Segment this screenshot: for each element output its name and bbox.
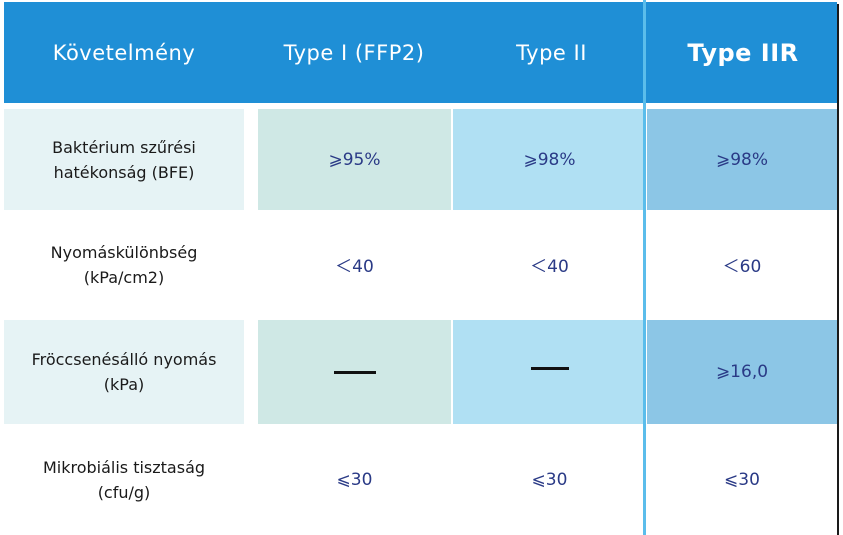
cell-type-ii: ⩽30 (453, 427, 646, 533)
cell-value: ⩽30 (531, 470, 568, 490)
not-applicable-dash (530, 366, 569, 370)
row-label-line: Mikrobiális tisztaság (42, 458, 206, 477)
row-label: Mikrobiális tisztaság (cfu/g) (4, 427, 244, 533)
cell-type-iir: ＜60 (647, 213, 837, 316)
row-label: Fröccsenésálló nyomás (kPa) (4, 320, 244, 424)
cell-value: ＜60 (722, 257, 762, 277)
cell-value: ⩾98% (715, 149, 769, 170)
table-header-row: Követelmény Type I (FFP2) Type II Type I… (4, 2, 837, 103)
cell-value: ⩽30 (336, 470, 373, 490)
row-label-line: Baktérium szűrési (52, 137, 196, 157)
row-label: Baktérium szűrési hatékonság (BFE) (4, 109, 244, 210)
cell-type-ii (453, 320, 646, 424)
row-label-line: Nyomáskülönbség (50, 242, 198, 262)
table-row: Mikrobiális tisztaság (cfu/g) ⩽30 ⩽30 ⩽3… (4, 427, 837, 533)
cell-type-iir: ⩾16,0 (647, 320, 837, 424)
header-type-iir: Type IIR (687, 38, 799, 67)
table-row: Baktérium szűrési hatékonság (BFE) ⩾95% … (4, 109, 837, 210)
cell-type-i: ⩽30 (258, 427, 451, 533)
table-row: Nyomáskülönbség (kPa/cm2) ＜40 ＜40 ＜60 (4, 213, 837, 316)
row-label-line: (kPa) (103, 375, 145, 394)
row-label-line: (kPa/cm2) (83, 267, 165, 287)
cell-value: ⩾16,0 (715, 362, 769, 382)
cell-type-i (258, 320, 451, 424)
cell-type-i: ＜40 (258, 213, 451, 316)
column-highlight-line (643, 0, 646, 535)
cell-type-iir: ⩽30 (647, 427, 837, 533)
table-border (837, 4, 839, 535)
row-label: Nyomáskülönbség (kPa/cm2) (4, 213, 244, 316)
cell-value: ⩽30 (724, 470, 760, 490)
cell-type-i: ⩾95% (258, 109, 451, 210)
row-label-line: Fröccsenésálló nyomás (31, 350, 217, 369)
row-label-line: (cfu/g) (97, 483, 151, 502)
cell-type-ii: ＜40 (453, 213, 646, 316)
not-applicable-dash (333, 370, 376, 374)
cell-type-ii: ⩾98% (453, 109, 646, 210)
cell-value: ⩾95% (328, 149, 381, 170)
row-label-line: hatékonság (BFE) (53, 162, 195, 182)
cell-value: ＜40 (530, 257, 569, 277)
header-type-ii: Type II (516, 40, 587, 65)
table-row: Fröccsenésálló nyomás (kPa) ⩾16,0 (4, 320, 837, 424)
cell-value: ⩾98% (523, 149, 576, 170)
header-requirement: Követelmény (52, 40, 196, 65)
cell-value: ＜40 (335, 257, 374, 277)
cell-type-iir: ⩾98% (647, 109, 837, 210)
header-type-i: Type I (FFP2) (283, 40, 425, 65)
